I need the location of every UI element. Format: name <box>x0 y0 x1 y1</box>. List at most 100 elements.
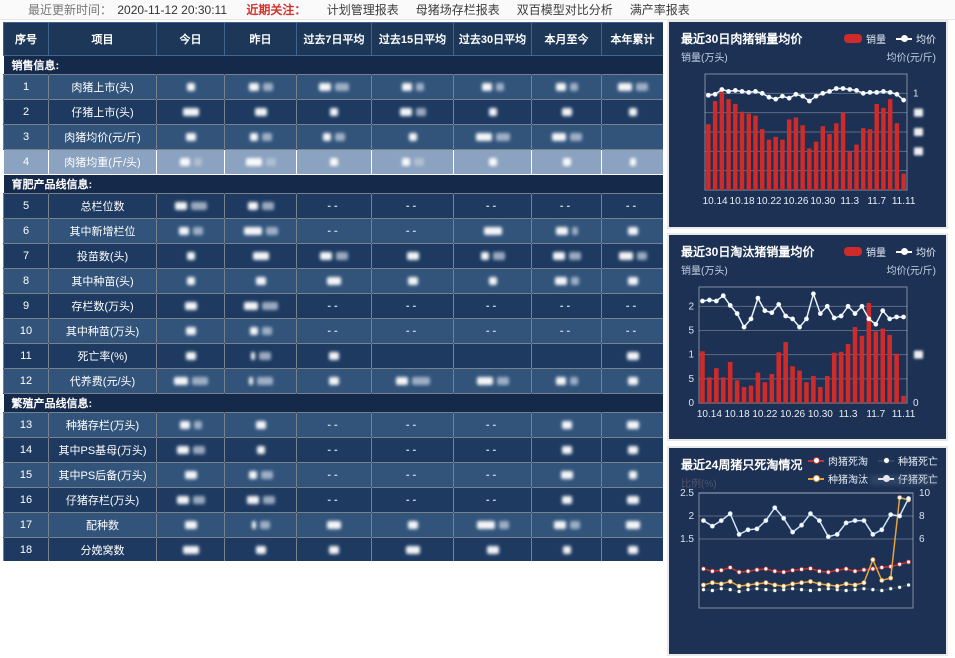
right-axis-label-redacted <box>870 475 936 485</box>
table-row[interactable]: 5 总栏位数 -- -- -- -- -- <box>3 193 663 219</box>
col-header-index: 序号 <box>3 22 49 56</box>
value-cell <box>601 149 663 175</box>
table-row[interactable]: 11 死亡率(%) <box>3 343 663 369</box>
value-cell <box>531 512 602 538</box>
table-row[interactable]: 18 分娩窝数 <box>3 537 663 561</box>
value-cell <box>453 149 532 175</box>
value-cell: -- <box>371 318 454 344</box>
value-cell <box>224 437 297 463</box>
table-row[interactable]: 6 其中新增栏位 -- -- <box>3 218 663 244</box>
value-cell: -- <box>296 218 372 244</box>
value-cell <box>156 149 225 175</box>
topbar: 最近更新时间： 2020-11-12 20:30:11 近期关注： 计划管理报表… <box>0 0 955 20</box>
topbar-report-link[interactable]: 双百模型对比分析 <box>516 3 613 17</box>
value-cell: -- <box>453 487 532 513</box>
value-cell: -- <box>531 193 602 219</box>
topbar-report-link[interactable]: 满产率报表 <box>629 3 690 17</box>
legend-item[interactable]: 种猪淘汰 <box>808 471 868 486</box>
section-row: 繁殖产品线信息: <box>3 393 663 413</box>
svg-text:5: 5 <box>688 326 694 337</box>
svg-text:10.26: 10.26 <box>783 196 808 207</box>
row-index: 17 <box>3 512 49 538</box>
value-cell <box>156 537 225 561</box>
value-cell <box>371 124 454 150</box>
value-cell <box>296 537 372 561</box>
row-index: 14 <box>3 437 49 463</box>
section-label: 销售信息: <box>3 55 663 75</box>
value-cell: -- <box>296 487 372 513</box>
section-label: 育肥产品线信息: <box>3 174 663 194</box>
legend-item[interactable]: 均价 <box>896 244 936 259</box>
value-cell: -- <box>371 487 454 513</box>
row-label: 种猪存栏(万头) <box>48 412 157 438</box>
legend-item[interactable]: 销量 <box>844 31 886 46</box>
table-row[interactable]: 8 其中种苗(头) <box>3 268 663 294</box>
svg-text:10.30: 10.30 <box>808 409 833 420</box>
value-cell: -- <box>601 293 663 319</box>
legend-item[interactable]: 仔猪死亡 <box>878 471 938 486</box>
table-row[interactable]: 3 肉猪均价(元/斤) <box>3 124 663 150</box>
table-row[interactable]: 1 肉猪上市(头) <box>3 74 663 100</box>
section-label: 繁殖产品线信息: <box>3 393 663 413</box>
value-cell <box>296 124 372 150</box>
value-cell <box>224 412 297 438</box>
value-cell <box>531 412 602 438</box>
chart-title: 最近30日肉猪销量均价 <box>681 32 803 46</box>
legend-line-marker <box>896 35 912 42</box>
legend-label: 种猪淘汰 <box>828 475 868 486</box>
row-label: 分娩窝数 <box>48 537 157 561</box>
value-cell: -- <box>453 193 532 219</box>
table-row[interactable]: 4 肉猪均重(斤/头) <box>3 149 663 175</box>
legend-item[interactable]: 均价 <box>896 31 936 46</box>
value-cell <box>371 368 454 394</box>
value-cell <box>531 99 602 125</box>
legend-item[interactable]: 肉猪死淘 <box>808 453 868 468</box>
table-row[interactable]: 17 配种数 <box>3 512 663 538</box>
value-cell <box>531 218 602 244</box>
legend-item[interactable]: 销量 <box>844 244 886 259</box>
table-row[interactable]: 12 代养费(元/头) <box>3 368 663 394</box>
legend-item[interactable]: 种猪死亡 <box>878 453 938 468</box>
topbar-report-link[interactable]: 母猪场存栏报表 <box>415 3 500 17</box>
table-row[interactable]: 15 其中PS后备(万头) -- -- -- <box>3 462 663 488</box>
topbar-report-link[interactable]: 计划管理报表 <box>326 3 399 17</box>
chart-panel-death-cull: 最近24周猪只死淘情况 肉猪死淘 种猪死亡 种猪淘汰 仔猪死亡 比例(%) 2.5 2 1… <box>667 446 948 656</box>
col-header-7day-avg: 过去7日平均 <box>296 22 372 56</box>
value-cell <box>224 124 297 150</box>
left-axis-label: 销量(万头) <box>681 266 728 277</box>
svg-text:8: 8 <box>919 511 925 522</box>
value-cell <box>453 268 532 294</box>
row-label: 其中PS后备(万头) <box>48 462 157 488</box>
value-cell <box>371 99 454 125</box>
table-row[interactable]: 16 仔猪存栏(万头) -- -- -- <box>3 487 663 513</box>
col-header-30day-avg: 过去30日平均 <box>453 22 532 56</box>
svg-text:2.5: 2.5 <box>680 488 694 499</box>
table-row[interactable]: 10 其中种苗(万头) -- -- -- -- -- <box>3 318 663 344</box>
table-row[interactable]: 14 其中PS基母(万头) -- -- -- <box>3 437 663 463</box>
table-row[interactable]: 9 存栏数(万头) -- -- -- -- -- <box>3 293 663 319</box>
svg-text:10.14: 10.14 <box>697 409 722 420</box>
value-cell <box>156 512 225 538</box>
value-cell <box>224 268 297 294</box>
legend-line-marker <box>896 248 912 255</box>
value-cell <box>156 124 225 150</box>
value-cell <box>156 293 225 319</box>
row-index: 18 <box>3 537 49 561</box>
value-cell <box>156 193 225 219</box>
value-cell: -- <box>601 193 663 219</box>
table-row[interactable]: 7 投苗数(头) <box>3 243 663 269</box>
value-cell: -- <box>371 293 454 319</box>
value-cell <box>601 512 663 538</box>
value-cell <box>224 243 297 269</box>
value-cell <box>601 487 663 513</box>
value-cell <box>156 268 225 294</box>
value-cell <box>531 243 602 269</box>
value-cell <box>531 268 602 294</box>
legend-line-marker <box>808 457 824 464</box>
svg-text:10.30: 10.30 <box>810 196 835 207</box>
value-cell: -- <box>296 193 372 219</box>
value-cell <box>453 512 532 538</box>
value-cell <box>601 243 663 269</box>
table-row[interactable]: 13 种猪存栏(万头) -- -- -- <box>3 412 663 438</box>
table-row[interactable]: 2 仔猪上市(头) <box>3 99 663 125</box>
